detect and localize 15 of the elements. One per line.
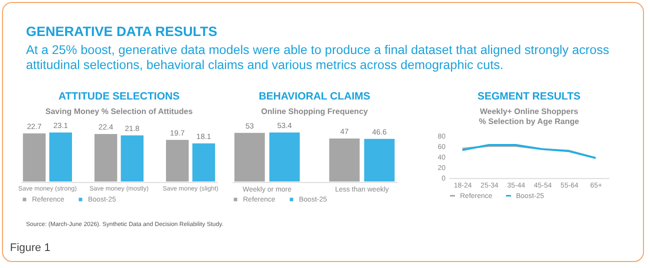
caption: Figure 1 <box>10 242 50 254</box>
text: GENERATIVE DATA RESULTS <box>26 24 218 39</box>
bar <box>22 132 47 182</box>
chart-subtitle: Saving Money % Selection of Attitudes <box>45 107 194 116</box>
text: At a 25% boost, generative data models were able to produce a final dataset that aligned strongly across attitudinal selections, behavioral claims and various metrics across demographic cuts. <box>26 43 610 73</box>
chart-title: ATTITUDE SELECTIONS <box>58 90 180 102</box>
chart-subtitle: Online Shopping Frequency <box>261 107 368 116</box>
bar <box>164 138 190 182</box>
chart-subtitle: Weekly+ Online Shoppers % Selection by Age Range <box>478 107 580 126</box>
chart-title: SEGMENT RESULTS <box>477 90 581 102</box>
bar <box>191 142 216 182</box>
bar <box>48 132 74 182</box>
bar <box>93 133 118 182</box>
bar <box>120 134 145 182</box>
chart-title: BEHAVIORAL CLAIMS <box>258 90 370 102</box>
